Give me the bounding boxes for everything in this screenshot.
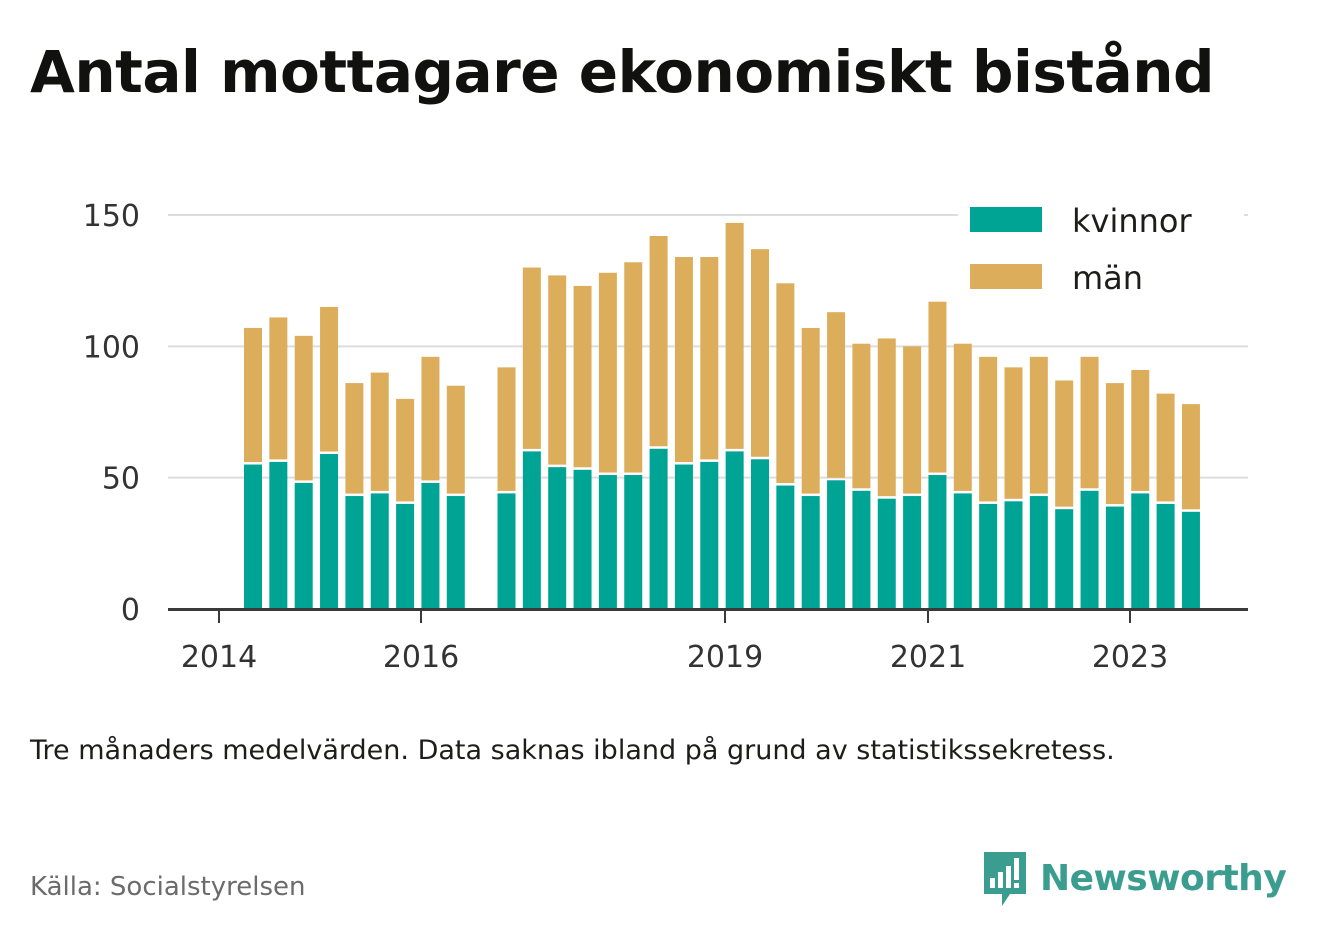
- bar-kvinnor: [421, 482, 440, 609]
- bar-kvinnor: [674, 464, 693, 609]
- bar-man: [979, 356, 998, 502]
- source-note: Källa: Socialstyrelsen: [30, 872, 306, 902]
- bar-man: [294, 335, 313, 481]
- x-tick-label: 2016: [383, 640, 459, 675]
- newsworthy-logo-text: Newsworthy: [1040, 857, 1287, 899]
- y-tick-label: 100: [83, 330, 140, 365]
- bar-man: [903, 346, 922, 494]
- bar-kvinnor: [649, 448, 668, 609]
- bar-kvinnor: [725, 451, 744, 609]
- bar-kvinnor: [548, 467, 567, 609]
- bar-kvinnor: [624, 475, 643, 609]
- bar-man: [1156, 393, 1175, 502]
- x-tick-label: 2019: [687, 640, 763, 675]
- x-axis: 2014 2016 2019 2021 2023: [168, 608, 1248, 675]
- bar-kvinnor: [320, 454, 339, 609]
- bar-man: [1080, 356, 1099, 489]
- bar-kvinnor: [446, 496, 465, 609]
- bar-man: [1105, 383, 1124, 505]
- x-tick-label: 2023: [1092, 640, 1168, 675]
- bar-kvinnor: [903, 496, 922, 609]
- bar-man: [674, 257, 693, 463]
- bar-kvinnor: [1131, 493, 1150, 609]
- bar-kvinnor: [1181, 511, 1200, 609]
- bar-man: [700, 257, 719, 460]
- bar-man: [751, 249, 769, 457]
- bar-man: [801, 327, 820, 494]
- bar-man: [1055, 380, 1074, 507]
- y-tick-label: 0: [121, 593, 140, 628]
- bar-man: [1029, 356, 1048, 494]
- bar-man: [345, 383, 364, 494]
- bar-man: [598, 272, 617, 473]
- bar-kvinnor: [345, 496, 364, 609]
- bar-kvinnor: [877, 498, 896, 609]
- bar-kvinnor: [573, 469, 592, 609]
- bar-man: [446, 385, 465, 494]
- bar-man: [649, 236, 668, 447]
- legend-swatch: [970, 207, 1042, 232]
- bar-man: [1131, 369, 1150, 491]
- bar-kvinnor: [244, 464, 262, 609]
- bar-man: [877, 338, 896, 497]
- bar-man: [624, 262, 643, 473]
- bar-man: [421, 356, 440, 481]
- bar-man: [1181, 404, 1200, 510]
- bar-kvinnor: [522, 451, 541, 609]
- bar-man: [244, 327, 262, 463]
- bar-kvinnor: [827, 480, 846, 609]
- bar-man: [522, 267, 541, 449]
- newsworthy-logo-icon: [984, 852, 1026, 906]
- bar-kvinnor: [396, 503, 415, 609]
- bar-kvinnor: [1080, 490, 1099, 609]
- x-tick-label: 2014: [181, 640, 257, 675]
- bar-kvinnor: [1055, 509, 1074, 609]
- y-tick-label: 50: [102, 462, 140, 497]
- bar-man: [776, 283, 795, 484]
- legend: kvinnor män: [958, 200, 1244, 304]
- chart-title: Antal mottagare ekonomiskt bistånd: [30, 38, 1215, 106]
- bar-kvinnor: [497, 493, 516, 609]
- bars: [244, 222, 1200, 609]
- bar-man: [497, 367, 516, 491]
- y-tick-label: 150: [83, 199, 140, 234]
- legend-label: män: [1072, 259, 1143, 297]
- bar-man: [827, 312, 846, 478]
- bar-man: [396, 398, 415, 502]
- bar-kvinnor: [776, 485, 795, 609]
- bar-kvinnor: [751, 459, 769, 609]
- bar-kvinnor: [370, 493, 389, 609]
- bar-kvinnor: [598, 475, 617, 609]
- x-tick-label: 2021: [890, 640, 966, 675]
- bar-man: [953, 343, 972, 491]
- bar-kvinnor: [953, 493, 972, 609]
- bar-kvinnor: [1029, 496, 1048, 609]
- bar-kvinnor: [294, 482, 313, 609]
- bar-kvinnor: [1004, 501, 1023, 609]
- legend-label: kvinnor: [1072, 202, 1193, 240]
- bar-kvinnor: [979, 503, 998, 609]
- bar-man: [370, 372, 389, 491]
- bar-man: [852, 343, 871, 489]
- bar-man: [1004, 367, 1023, 499]
- chart-caption: Tre månaders medelvärden. Data saknas ib…: [30, 735, 1115, 766]
- newsworthy-logo: Newsworthy: [980, 848, 1287, 908]
- y-axis: 0 50 100 150: [83, 199, 140, 628]
- bar-kvinnor: [801, 496, 820, 609]
- bar-man: [548, 275, 567, 465]
- bar-chart: 2014 2016 2019 2021 2023 0 50 100 150 kvinnor mä…: [83, 199, 1248, 675]
- bar-man: [928, 301, 947, 473]
- bar-man: [573, 285, 592, 468]
- legend-swatch: [970, 264, 1042, 289]
- bar-kvinnor: [700, 461, 719, 609]
- bar-man: [269, 317, 288, 460]
- bar-kvinnor: [1156, 503, 1175, 609]
- bar-kvinnor: [928, 475, 947, 609]
- bar-man: [320, 306, 339, 452]
- bar-man: [725, 222, 744, 449]
- bar-kvinnor: [1105, 506, 1124, 609]
- bar-kvinnor: [852, 490, 871, 609]
- bar-kvinnor: [269, 461, 288, 609]
